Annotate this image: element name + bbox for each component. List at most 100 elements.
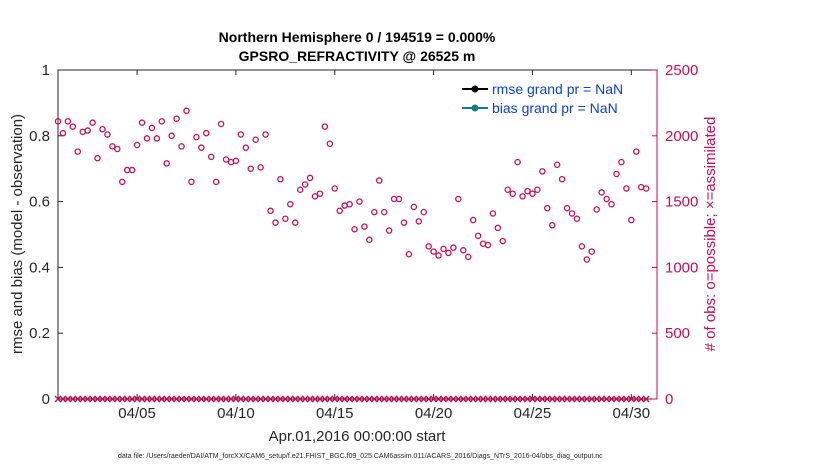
possible-obs-point — [608, 200, 615, 208]
possible-obs-point — [301, 181, 309, 188]
x-axis-label: Apr.01,2016 00:00:00 start — [269, 428, 447, 445]
possible-obs-point — [331, 185, 339, 192]
possible-obs-point — [138, 119, 146, 126]
possible-obs-point — [539, 168, 546, 175]
possible-obs-point — [435, 252, 442, 259]
possible-obs-point — [632, 148, 640, 155]
possible-obs-point — [158, 118, 166, 125]
possible-obs-point — [148, 124, 156, 132]
right-tick-label: 0 — [665, 391, 673, 408]
possible-obs-point — [336, 207, 343, 215]
possible-obs-point — [455, 195, 462, 203]
possible-obs-point — [153, 135, 161, 142]
right-tick-label: 500 — [665, 325, 690, 342]
possible-obs-point — [128, 166, 136, 174]
left-tick-label: 1 — [42, 62, 50, 79]
possible-obs-point — [361, 223, 368, 230]
possible-obs-point — [460, 247, 467, 254]
possible-obs-point — [553, 161, 561, 169]
possible-obs-point — [445, 249, 452, 257]
possible-obs-point — [415, 218, 423, 225]
possible-obs-point — [351, 225, 358, 233]
left-axis-ticks: 0 0.2 0.4 0.6 0.8 1 — [29, 62, 63, 408]
possible-obs-point — [257, 164, 264, 171]
possible-obs-point — [366, 236, 373, 244]
x-axis-ticks: 04/05 04/10 04/15 04/20 04/25 04/30 — [118, 70, 650, 422]
possible-obs-point — [282, 215, 289, 222]
possible-obs-point — [618, 158, 625, 166]
possible-obs-point — [563, 204, 571, 212]
chart-title-line1: Northern Hemisphere 0 / 194519 = 0.000% — [219, 29, 496, 45]
possible-obs-point — [583, 256, 591, 263]
possible-obs-point — [168, 132, 175, 140]
possible-obs-point — [499, 237, 507, 245]
possible-obs-point — [203, 129, 210, 137]
chart-title-line2: GPSRO_REFRACTIVITY @ 26525 m — [239, 48, 476, 64]
possible-obs-point — [356, 198, 363, 205]
right-tick-label: 2000 — [665, 128, 698, 145]
possible-obs-point — [104, 131, 111, 138]
possible-obs-point — [237, 131, 245, 138]
possible-obs-point — [262, 131, 269, 138]
possible-obs-point — [173, 115, 180, 122]
possible-obs-point — [267, 207, 274, 215]
left-tick-label: 0 — [42, 391, 50, 408]
legend-box — [457, 76, 651, 122]
possible-obs-point — [494, 224, 502, 232]
possible-obs-point — [430, 248, 437, 255]
plot-area — [57, 69, 658, 400]
legend-marker-bias — [471, 104, 479, 112]
legend-label-bias: bias grand pr = NaN — [492, 100, 618, 116]
possible-obs-point — [143, 135, 151, 142]
possible-obs-point — [504, 186, 511, 194]
x-tick-label: 04/05 — [118, 405, 156, 422]
y-axis-label-right: # of obs: o=possible; ×=assimilated — [702, 117, 719, 352]
possible-obs-point — [272, 219, 279, 226]
right-axis-ticks: 0 500 1000 1500 2000 2500 — [652, 62, 698, 408]
possible-obs-point — [474, 232, 482, 240]
possible-obs-point — [277, 175, 284, 183]
x-tick-label: 04/20 — [415, 405, 453, 422]
possible-obs-point — [529, 190, 536, 197]
possible-obs-point — [405, 250, 413, 258]
right-tick-label: 1500 — [665, 194, 698, 211]
possible-obs-point — [425, 243, 432, 250]
possible-obs-point — [400, 219, 408, 226]
possible-obs-point — [242, 144, 250, 151]
possible-obs-point — [524, 187, 531, 195]
possible-obs-point — [464, 253, 472, 261]
possible-obs-point — [118, 178, 126, 186]
possible-obs-point — [64, 118, 72, 125]
possible-obs-point — [178, 143, 185, 150]
possible-obs-point — [94, 154, 101, 162]
possible-obs-point — [188, 178, 195, 186]
x-tick-label: 04/15 — [316, 405, 354, 422]
possible-obs-point — [489, 210, 497, 217]
possible-obs-point — [534, 186, 541, 194]
possible-obs-point — [593, 206, 600, 213]
possible-obs-point — [99, 125, 106, 133]
assimilated-obs-point — [642, 395, 650, 403]
possible-obs-series — [54, 107, 650, 263]
left-tick-label: 0.2 — [29, 325, 50, 342]
possible-obs-point — [588, 248, 596, 255]
left-tick-label: 0.4 — [29, 259, 50, 276]
possible-obs-point — [163, 160, 170, 167]
possible-obs-point — [623, 185, 630, 192]
possible-obs-point — [84, 127, 91, 134]
possible-obs-point — [410, 203, 418, 211]
possible-obs-point — [109, 143, 116, 150]
x-tick-label: 04/25 — [514, 405, 552, 422]
possible-obs-point — [548, 222, 556, 229]
possible-obs-point — [395, 195, 403, 203]
possible-obs-point — [296, 186, 304, 194]
possible-obs-point — [89, 119, 96, 126]
possible-obs-point — [380, 208, 388, 216]
possible-obs-point — [544, 204, 551, 212]
possible-obs-point — [578, 243, 586, 250]
possible-obs-point — [311, 193, 319, 200]
possible-obs-point — [613, 170, 620, 178]
possible-obs-point — [222, 156, 230, 163]
y-axis-label-left: rmse and bias (model - observation) — [9, 114, 26, 354]
possible-obs-point — [573, 215, 581, 222]
